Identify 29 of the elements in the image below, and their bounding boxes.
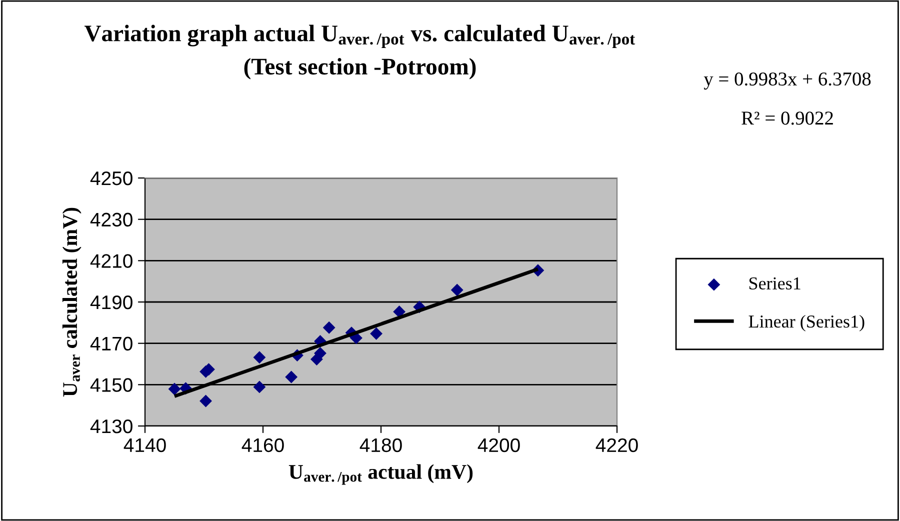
y-tick-label: 4250 <box>90 171 132 186</box>
text: y = 0.9983x + 6.3708 <box>704 72 871 90</box>
point <box>200 394 212 408</box>
x-tick-label: 4200 <box>478 438 520 452</box>
y-axis-title: U$_{aver}$ calculated (mV) <box>62 208 82 397</box>
point <box>450 284 464 296</box>
y-tick-label: 4170 <box>90 336 132 351</box>
point <box>253 351 266 364</box>
y-tick-label: 4210 <box>90 254 132 268</box>
x-axis-title: U$_{aver./pot}$ actual (mV) <box>288 464 473 485</box>
y-tick-label: 4130 <box>90 419 132 434</box>
x-tick-label: 4180 <box>360 438 402 452</box>
point <box>393 306 406 318</box>
x-tick-label: 4140 <box>124 438 166 452</box>
y-tick-label: 4150 <box>90 378 132 392</box>
y-tick-label: 4190 <box>90 295 132 310</box>
point <box>253 380 266 394</box>
point <box>370 327 382 340</box>
y-tick-label: 4230 <box>90 212 132 227</box>
text: R² = 0.9022 <box>742 112 833 125</box>
chart-title: Variation graph actual U$_{aver./pot}$ vs. calculated U$_{aver./pot}$ (Test section -Potroom) <box>84 24 636 80</box>
x-tick-label: 4160 <box>242 438 284 452</box>
point <box>168 382 181 396</box>
point <box>314 347 326 360</box>
point <box>285 370 298 384</box>
legend-label: Linear (Series1) <box>748 314 864 332</box>
legend-label: Series1 <box>749 277 800 290</box>
x-tick-label: 4220 <box>596 438 638 452</box>
point <box>322 321 336 334</box>
